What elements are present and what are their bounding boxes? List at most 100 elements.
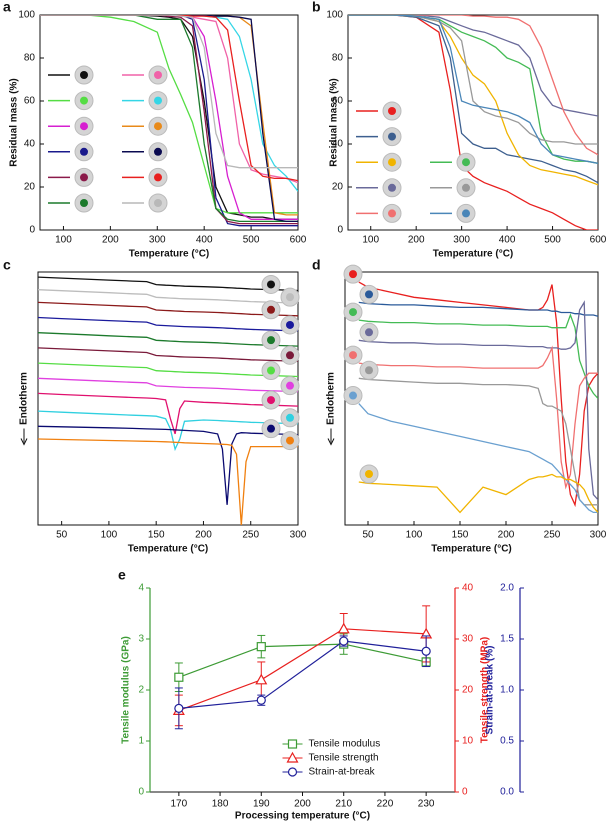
sample-icon-dot (80, 147, 88, 156)
x-tick-label: 400 (196, 235, 213, 246)
sample-icon-dot (154, 71, 162, 79)
plot-frame (37, 271, 299, 526)
series-line (178, 640, 427, 709)
series-line (38, 347, 298, 362)
data-point (337, 622, 350, 634)
series-line (38, 332, 298, 347)
sample-icon-dot (388, 209, 396, 218)
sample-icon-dot (286, 436, 294, 445)
series-line (38, 301, 298, 317)
data-point (421, 646, 431, 656)
data-point (256, 642, 266, 652)
sample-icon-dot (286, 413, 294, 422)
series-line (38, 438, 298, 525)
x-tick-label: 200 (408, 235, 425, 246)
x-tick-label: 200 (195, 530, 212, 541)
sample-icon-dot (349, 391, 357, 400)
y-axis-title: Endotherm (326, 372, 337, 425)
sample-icon-dot (154, 173, 162, 182)
x-tick-label: 600 (590, 235, 607, 246)
series-line (348, 15, 598, 145)
y2-tick-label: 0 (462, 787, 468, 798)
sample-icon-dot (154, 122, 162, 131)
y3-tick-label: 0.5 (500, 736, 514, 747)
y3-tick-label: 0.0 (500, 787, 514, 798)
y-tick-label: 40 (332, 139, 344, 150)
y-tick-label: 60 (24, 96, 36, 107)
series-line (40, 15, 298, 184)
legend-label: Tensile modulus (309, 739, 381, 750)
series-line (38, 316, 298, 332)
y-tick-label: 100 (18, 10, 35, 21)
series-line (40, 15, 298, 223)
y2-tick-label: 30 (462, 634, 474, 645)
y3-tick-label: 1.5 (500, 634, 514, 645)
series-line (38, 276, 298, 292)
y-axis-title: Endotherm (19, 372, 30, 425)
series-line (40, 15, 298, 223)
y-tick-label: 3 (138, 634, 144, 645)
series-line (358, 300, 598, 501)
sample-icon-dot (80, 71, 88, 79)
x-tick-label: 300 (453, 235, 470, 246)
panel-label: e (118, 567, 126, 583)
y-tick-label: 20 (332, 182, 344, 193)
y-tick-label: 4 (138, 583, 144, 594)
series-line (358, 403, 598, 514)
series-line (348, 15, 598, 117)
x-tick-label: 190 (253, 799, 270, 810)
x-tick-label: 200 (102, 235, 119, 246)
data-point (256, 695, 266, 705)
x-tick-label: 600 (290, 235, 307, 246)
endotherm-arrowhead (20, 438, 28, 446)
x-tick-label: 170 (171, 799, 188, 810)
sample-icon-dot (365, 469, 373, 478)
series-line (40, 15, 298, 227)
y2-tick-label: 10 (462, 736, 474, 747)
sample-icon-dot (349, 351, 357, 360)
y2-tick-label: 40 (462, 583, 474, 594)
x-tick-label: 100 (101, 530, 118, 541)
sample-icon-dot (154, 147, 162, 156)
x-tick-label: 200 (498, 530, 515, 541)
series-line (178, 643, 427, 678)
sample-icon-dot (80, 122, 88, 131)
endotherm-arrowhead (327, 438, 335, 446)
sample-icon-dot (267, 396, 275, 405)
y2-tick-label: 20 (462, 685, 474, 696)
x-axis-title: Temperature (°C) (128, 544, 209, 555)
series-line (358, 281, 598, 508)
series-line (358, 377, 598, 506)
sample-icon-dot (349, 270, 357, 279)
x-tick-label: 200 (294, 799, 311, 810)
sample-icon-dot (80, 96, 88, 105)
y-tick-label: 2 (138, 685, 144, 696)
series-line (348, 15, 598, 156)
series-line (40, 15, 298, 182)
y-tick-label: 80 (24, 53, 36, 64)
sample-icon-dot (462, 158, 470, 167)
data-point (255, 673, 268, 685)
series-line (38, 410, 298, 452)
sample-icon-dot (365, 290, 373, 299)
series-line (38, 425, 298, 505)
series-line (358, 473, 598, 514)
x-tick-label: 150 (452, 530, 469, 541)
y-axis-title: Tensile modulus (GPa) (121, 636, 132, 744)
panel-label: d (312, 257, 321, 273)
x-axis-title: Processing temperature (°C) (235, 811, 370, 822)
series-line (40, 15, 298, 220)
sample-icon-dot (388, 107, 396, 115)
series-line (38, 392, 298, 435)
series-line (38, 362, 298, 378)
y-tick-label: 60 (332, 96, 344, 107)
series-line (348, 15, 598, 164)
y-tick-label: 1 (138, 736, 144, 747)
x-tick-label: 50 (362, 530, 374, 541)
sample-icon-dot (286, 320, 294, 329)
x-tick-label: 100 (362, 235, 379, 246)
x-tick-label: 300 (149, 235, 166, 246)
y2-axis-title: Tensile strength (MPa) (480, 637, 491, 744)
series-line (40, 15, 298, 214)
